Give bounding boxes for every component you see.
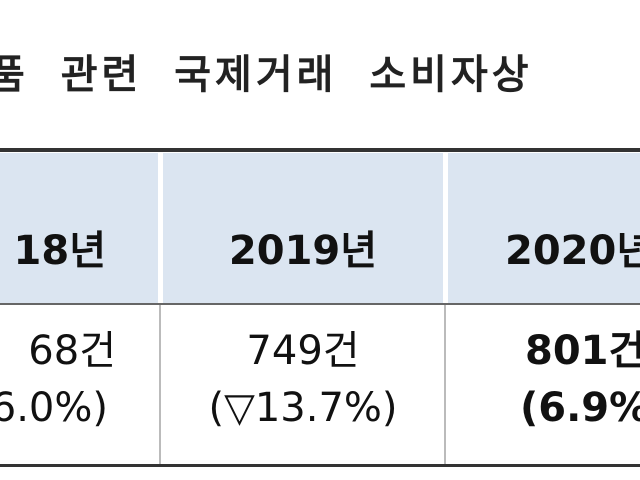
- table-top-border: [0, 148, 640, 152]
- header-text: 18년: [13, 228, 106, 274]
- table-bottom-border: [0, 464, 640, 467]
- title: 품 관련 국제거래 소비자상: [0, 52, 533, 98]
- column-divider: [159, 305, 161, 465]
- cell-text: 801건: [525, 328, 640, 374]
- column-divider: [444, 305, 446, 465]
- cell-text: 68건: [28, 328, 116, 374]
- header-text: 2019년: [228, 228, 378, 274]
- cell-text: 6.0%): [0, 385, 108, 431]
- header-cell-bg: [163, 153, 443, 303]
- header-cell-bg: [0, 153, 158, 303]
- header-text: 2020년: [505, 228, 640, 274]
- header-bottom-border: [0, 303, 640, 305]
- cell-text: (▽13.7%): [208, 385, 398, 431]
- cell-text: (6.9%): [520, 385, 640, 431]
- cell-text: 749건: [246, 328, 360, 374]
- header-cell-bg: [448, 153, 640, 303]
